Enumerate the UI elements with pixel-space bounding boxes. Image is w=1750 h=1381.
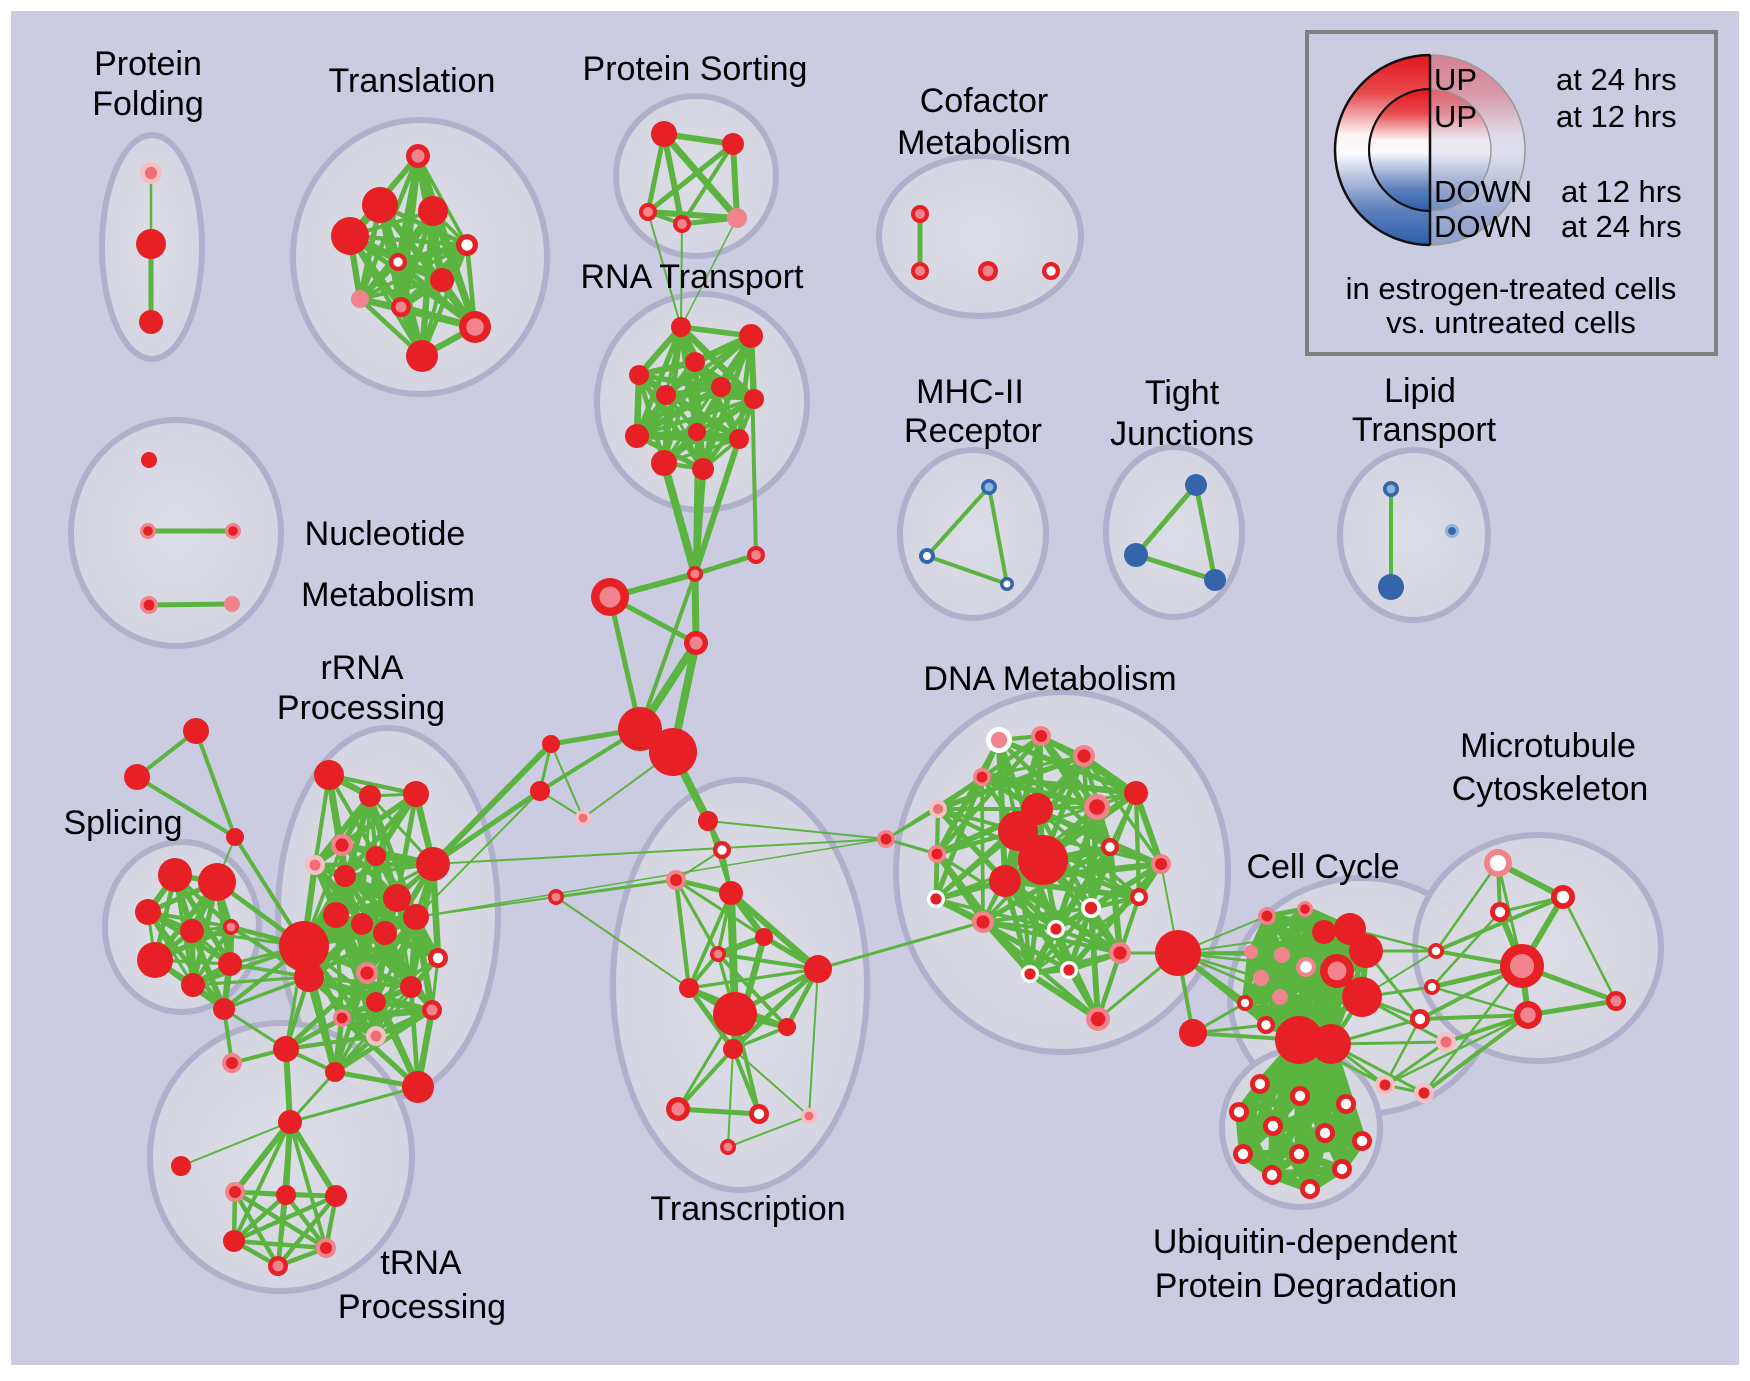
svg-text:Metabolism: Metabolism: [897, 124, 1071, 162]
svg-text:Receptor: Receptor: [904, 412, 1042, 450]
svg-text:vs. untreated cells: vs. untreated cells: [1386, 305, 1636, 340]
svg-text:MHC-II: MHC-II: [916, 373, 1024, 411]
svg-text:at 12 hrs: at 12 hrs: [1561, 174, 1682, 209]
svg-text:Metabolism: Metabolism: [301, 576, 475, 614]
svg-text:Translation: Translation: [329, 62, 496, 100]
svg-text:at 12 hrs: at 12 hrs: [1556, 99, 1677, 134]
svg-text:Cofactor: Cofactor: [920, 82, 1049, 120]
svg-text:Cytoskeleton: Cytoskeleton: [1452, 770, 1649, 808]
svg-text:at 24 hrs: at 24 hrs: [1561, 209, 1682, 244]
svg-text:RNA Transport: RNA Transport: [581, 258, 805, 296]
svg-text:Transport: Transport: [1352, 411, 1497, 449]
svg-text:at 24 hrs: at 24 hrs: [1556, 62, 1677, 97]
svg-text:Cell Cycle: Cell Cycle: [1246, 848, 1399, 886]
svg-text:Processing: Processing: [338, 1288, 506, 1326]
svg-text:UP: UP: [1434, 62, 1477, 97]
svg-text:Tight: Tight: [1145, 374, 1220, 412]
svg-text:Protein Sorting: Protein Sorting: [583, 50, 808, 88]
svg-text:DOWN: DOWN: [1434, 174, 1532, 209]
svg-text:Microtubule: Microtubule: [1460, 727, 1636, 765]
svg-text:Processing: Processing: [277, 689, 445, 727]
svg-text:Protein Degradation: Protein Degradation: [1155, 1267, 1457, 1305]
svg-text:Junctions: Junctions: [1110, 415, 1254, 453]
svg-text:Splicing: Splicing: [63, 804, 182, 842]
svg-text:UP: UP: [1434, 99, 1477, 134]
svg-text:Ubiquitin-dependent: Ubiquitin-dependent: [1153, 1223, 1458, 1261]
svg-text:DOWN: DOWN: [1434, 209, 1532, 244]
svg-text:DNA Metabolism: DNA Metabolism: [923, 660, 1176, 698]
svg-text:Protein: Protein: [94, 45, 202, 83]
svg-text:Transcription: Transcription: [650, 1190, 845, 1228]
svg-text:Nucleotide: Nucleotide: [305, 515, 466, 553]
svg-text:Lipid: Lipid: [1384, 372, 1456, 410]
svg-text:tRNA: tRNA: [380, 1244, 462, 1282]
svg-text:Folding: Folding: [92, 85, 204, 123]
svg-text:rRNA: rRNA: [320, 649, 403, 687]
svg-text:in estrogen-treated cells: in estrogen-treated cells: [1346, 271, 1677, 306]
